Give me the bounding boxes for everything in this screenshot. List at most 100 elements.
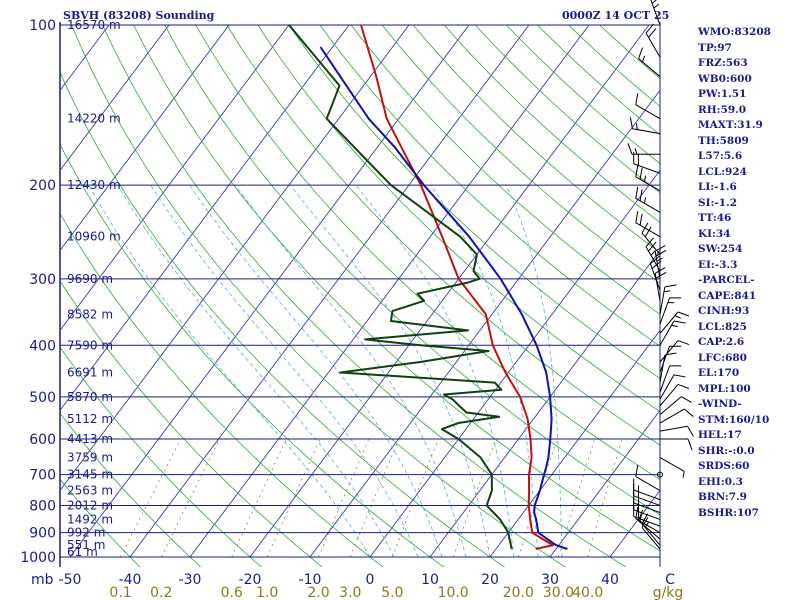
mixing-ratio-label: 40.0 <box>572 585 603 600</box>
wind-barb <box>654 266 667 301</box>
index-entry: WMO:83208 <box>698 26 771 38</box>
isotherm-lines <box>60 24 660 558</box>
sounding-date: 0000Z 14 OCT 25 <box>562 9 670 22</box>
wind-barb <box>635 464 661 491</box>
dry-adiabat <box>412 24 660 254</box>
isotherm <box>309 89 660 558</box>
wind-barb <box>641 513 661 546</box>
mixing-ratio-label: 1.0 <box>256 585 278 600</box>
isotherm <box>60 24 170 172</box>
wind-barb <box>638 47 661 77</box>
pressure-label-700: 700 <box>29 468 56 484</box>
wind-barb <box>659 284 677 315</box>
dry-adiabat <box>60 412 202 567</box>
moist-adiabat-lines <box>88 184 563 558</box>
height-label: 8582 m <box>67 307 113 321</box>
index-entry: LCL:924 <box>698 165 747 178</box>
index-entry: EL:170 <box>698 367 740 379</box>
isotherm <box>60 24 410 492</box>
dry-adiabat <box>257 24 660 412</box>
index-entry: EI:-3.3 <box>698 258 738 271</box>
index-entry: TH:5809 <box>698 134 749 147</box>
isotherm <box>129 24 530 558</box>
temp-tick-label: -50 <box>59 572 82 588</box>
wind-barb <box>659 408 694 424</box>
pressure-label-400: 400 <box>29 338 56 354</box>
height-label: 61 m <box>67 545 98 559</box>
height-label: 5870 m <box>67 390 113 404</box>
pressure-unit-label: mb <box>31 572 54 588</box>
dewpoint-profile <box>288 24 513 550</box>
index-entry: EHI:0.3 <box>698 475 743 488</box>
wind-barb <box>659 365 682 393</box>
mixing-ratio-label: 3.0 <box>339 585 361 600</box>
temp-tick-label: C <box>665 572 675 588</box>
moist-adiabat <box>505 184 563 558</box>
isotherm <box>60 24 290 332</box>
temp-tick-label: 30 <box>541 572 559 588</box>
dry-adiabat <box>350 24 660 315</box>
height-label: 7590 m <box>67 338 113 352</box>
wind-barb <box>635 186 661 213</box>
dry-adiabat <box>195 24 660 481</box>
mixing-ratio-line <box>349 438 400 558</box>
mixing-ratio-label: 0.1 <box>109 585 131 600</box>
isotherm <box>60 24 350 412</box>
height-label: 992 m <box>67 526 105 540</box>
wind-barb <box>650 0 661 26</box>
index-entry: KI:34 <box>698 227 731 240</box>
index-entry: LI:-1.6 <box>698 181 737 193</box>
wind-barb <box>641 222 661 255</box>
wind-barb <box>659 340 690 363</box>
dry-adiabat <box>60 212 384 567</box>
height-label: 16570 m <box>67 18 121 32</box>
moist-adiabat <box>355 184 515 558</box>
dry-adiabat <box>506 24 660 165</box>
mixing-ratio-label: 10.0 <box>438 585 469 600</box>
temp-tick-label: -10 <box>299 572 322 588</box>
index-entry: SW:254 <box>698 243 743 255</box>
index-entry: PW:1.51 <box>698 88 747 100</box>
mixing-ratio-label: 0.6 <box>221 585 243 600</box>
pressure-label-900: 900 <box>29 526 56 542</box>
mixing-ratio-lines <box>120 438 623 558</box>
temperature-profile <box>360 24 554 550</box>
index-entry: CAPE:841 <box>698 289 757 302</box>
dry-adiabat <box>60 71 506 567</box>
height-label: 14220 m <box>67 112 121 126</box>
height-label: 10960 m <box>67 230 121 244</box>
sounding-indices-panel: WMO:83208 TP:97 FRZ:563 WB0:600 PW:1.51 RH:59… <box>698 25 771 521</box>
wind-barb <box>645 23 661 58</box>
isotherm <box>249 24 650 558</box>
wind-barb <box>659 297 682 325</box>
wind-barb <box>629 117 661 135</box>
pressure-label-600: 600 <box>29 432 56 448</box>
index-entry: FRZ:563 <box>698 57 748 69</box>
wind-barb <box>659 311 690 334</box>
temp-tick-label: 0 <box>366 572 375 588</box>
mixing-ratio-line <box>558 438 596 558</box>
temp-tick-label: -30 <box>179 572 202 588</box>
sounding-title: SBVH (83208) Sounding <box>63 9 215 22</box>
wind-barb <box>659 396 692 416</box>
temp-tick-label: -40 <box>119 572 142 588</box>
index-entry: MPL:100 <box>698 382 751 395</box>
wind-barb <box>659 352 677 383</box>
height-label: 9690 m <box>67 272 113 286</box>
wind-barb <box>633 504 661 527</box>
dry-adiabat <box>60 143 445 567</box>
temp-tick-label: 20 <box>481 572 499 588</box>
index-entry: TT:46 <box>698 212 732 224</box>
index-entry: L57:5.6 <box>698 150 743 162</box>
index-entry: BSHR:107 <box>698 506 759 519</box>
wind-barb <box>654 244 667 279</box>
wind-barb <box>635 507 661 534</box>
wind-barb <box>635 93 661 120</box>
index-entry: BRN:7.9 <box>698 491 747 503</box>
pressure-label-100: 100 <box>29 18 56 34</box>
wind-barb <box>659 383 690 407</box>
index-entry: LFC:680 <box>698 351 747 364</box>
isotherm <box>489 329 660 558</box>
wind-barb <box>660 438 693 451</box>
moist-adiabat <box>430 184 539 558</box>
